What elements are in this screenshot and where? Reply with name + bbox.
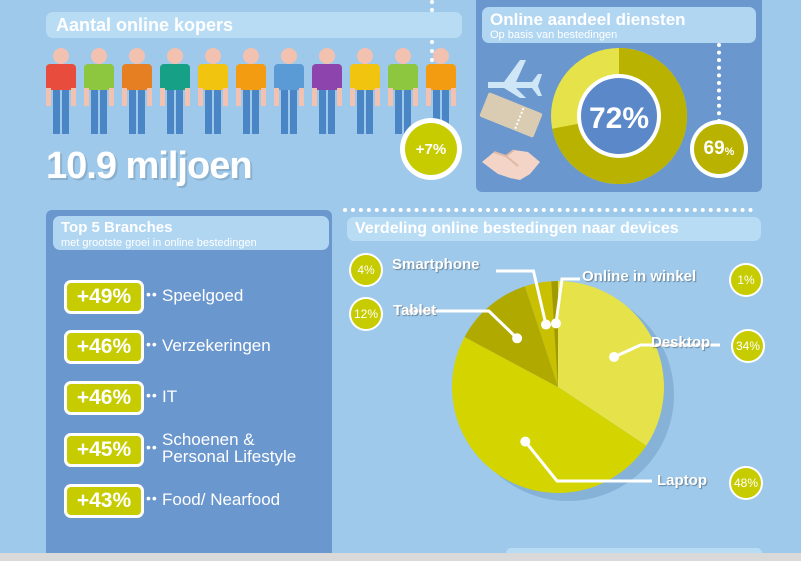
pie-slice-laptop <box>451 336 647 494</box>
dotted-connector <box>343 208 753 212</box>
dotted-connector <box>430 40 434 62</box>
branch-value: +43% <box>64 484 144 518</box>
branches-title: Top 5 Branches <box>61 219 173 236</box>
pie-value-badge: 48% <box>729 466 763 500</box>
airplane-icon <box>488 60 542 98</box>
diensten-side-unit: % <box>724 145 735 158</box>
pie-value-badge: 1% <box>729 263 763 297</box>
pie-leader-line <box>404 309 519 340</box>
pie-slice-desktop <box>558 281 664 446</box>
branch-label: Speelgoed <box>162 286 244 305</box>
pie-leader-dot <box>609 351 620 362</box>
person-icon <box>160 48 190 134</box>
pie-label: Desktop <box>651 334 711 351</box>
kopers-growth: +7% <box>405 123 457 175</box>
kopers-title-bar: Aantal online kopers <box>46 12 462 38</box>
pie-label: Laptop <box>657 472 707 489</box>
pie-leader-line <box>524 440 652 483</box>
branch-label: Schoenen & Personal Lifestyle <box>162 430 297 466</box>
person-icon <box>236 48 266 134</box>
kopers-title: Aantal online kopers <box>56 15 234 35</box>
dotted-connector <box>430 0 434 12</box>
diensten-side-value: 69 <box>703 138 725 159</box>
branches-subtitle: met grootste groei in online bestedingen <box>61 237 257 249</box>
person-icon <box>388 48 418 134</box>
ticket-icon <box>479 92 543 138</box>
pie-leader-line <box>554 277 580 324</box>
branch-value: +45% <box>64 433 144 467</box>
pie-label: Online in winkel <box>582 268 697 285</box>
pie-value-badge: 34% <box>731 329 765 363</box>
diensten-donut: 72% <box>551 48 687 184</box>
pie-slice-online-in-winkel <box>551 281 558 387</box>
pie-label: Tablet <box>393 302 437 319</box>
person-icon <box>312 48 342 134</box>
dotted-connector <box>717 43 721 123</box>
branch-connector: •• <box>146 439 158 455</box>
pie-leader-dot <box>512 333 523 344</box>
pie-slice-smartphone <box>524 281 558 387</box>
pie-leader-dot <box>540 319 551 330</box>
handshake-icon <box>482 149 540 180</box>
pie-leader-line <box>496 269 548 325</box>
diensten-subtitle: Op basis van bestedingen <box>490 29 618 41</box>
branch-connector: •• <box>146 490 158 506</box>
pie-leader-dot <box>550 318 561 329</box>
diensten-title: Online aandeel diensten <box>490 10 686 29</box>
branch-connector: •• <box>146 286 158 302</box>
pie-value-badge: 4% <box>349 253 383 287</box>
pie-value-badge: 12% <box>349 297 383 331</box>
person-icon <box>122 48 152 134</box>
branch-value: +49% <box>64 280 144 314</box>
pie-leader-dot <box>520 436 531 447</box>
person-icon <box>46 48 76 134</box>
devices-pie-chart <box>404 269 720 501</box>
person-icon <box>84 48 114 134</box>
branches-title-bar: Top 5 Branches met grootste groei in onl… <box>53 216 329 250</box>
chart-title: Verdeling online bestedingen naar device… <box>355 220 679 237</box>
branch-label: Food/ Nearfood <box>162 490 281 509</box>
person-icon <box>274 48 304 134</box>
branch-value: +46% <box>64 381 144 415</box>
pie-leader-line <box>613 343 720 359</box>
person-icon <box>198 48 228 134</box>
branch-connector: •• <box>146 336 158 352</box>
person-icon <box>426 48 456 134</box>
diensten-side-badge: 69% <box>690 120 748 178</box>
diensten-value: 72% <box>589 102 649 135</box>
devices-title-bar: Verdeling online bestedingen naar device… <box>347 217 761 241</box>
bottom-panel-edge <box>506 548 762 556</box>
branch-connector: •• <box>146 387 158 403</box>
branch-label: IT <box>162 387 178 406</box>
branch-label: Verzekeringen <box>162 336 271 355</box>
branch-value: +46% <box>64 330 144 364</box>
diensten-title-bar: Online aandeel diensten Op basis van bes… <box>482 7 756 43</box>
pie-label: Smartphone <box>392 256 480 273</box>
kopers-growth-badge: +7% <box>400 118 462 180</box>
kopers-count: 10.9 miljoen <box>46 145 253 187</box>
page-footer-strip <box>0 553 801 561</box>
person-icon <box>350 48 380 134</box>
